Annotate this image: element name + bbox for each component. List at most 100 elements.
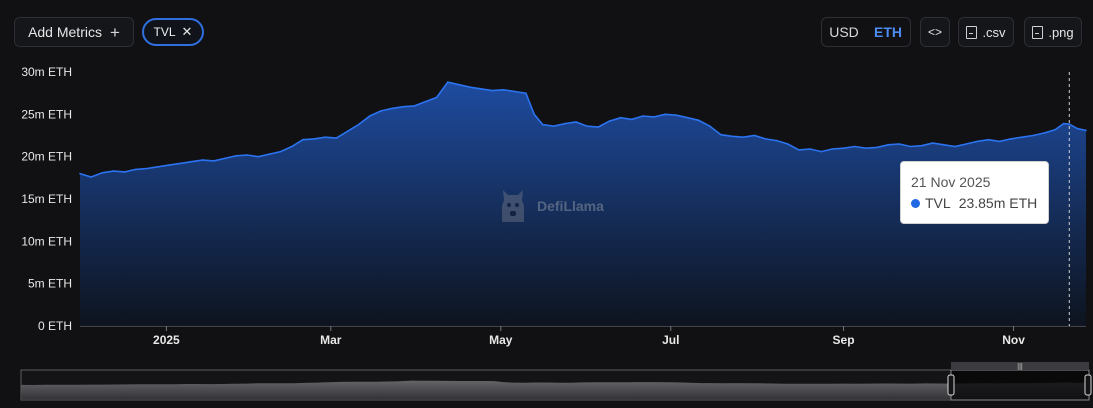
tvl-data-point <box>1043 132 1045 134</box>
currency-eth-option[interactable]: ETH <box>874 24 902 40</box>
tvl-data-point <box>675 114 678 116</box>
tvl-data-point <box>965 143 967 145</box>
tvl-data-point <box>709 125 711 127</box>
tvl-data-point <box>235 155 237 157</box>
tvl-data-point <box>820 150 823 153</box>
tvl-data-point <box>502 89 505 91</box>
png-label: .png <box>1048 24 1074 40</box>
tvl-data-point <box>853 145 856 148</box>
tvl-data-point <box>1085 129 1087 132</box>
tvl-data-point <box>597 126 600 128</box>
llama-logo-icon <box>502 190 524 222</box>
tvl-data-point <box>357 123 360 126</box>
tvl-data-point <box>976 140 979 143</box>
tvl-data-point <box>909 145 912 148</box>
tvl-data-point <box>157 166 159 168</box>
tvl-data-point <box>575 121 577 123</box>
tvl-data-point <box>146 167 148 170</box>
tvl-data-point <box>653 116 655 118</box>
tvl-data-point <box>79 172 81 175</box>
tvl-data-point <box>831 148 834 150</box>
tvl-data-point <box>302 138 304 141</box>
tvl-data-point <box>954 145 956 148</box>
tvl-data-point <box>246 154 248 156</box>
y-tick-label: 0 ETH <box>38 319 72 333</box>
currency-usd-option[interactable]: USD <box>829 24 859 40</box>
tvl-data-point <box>324 136 327 138</box>
tvl-data-point <box>998 140 1001 143</box>
range-selector-drag-bar[interactable] <box>951 362 1089 370</box>
chart-tooltip: 21 Nov 2025 TVL 23.85m ETH <box>900 161 1049 224</box>
tvl-data-point <box>346 130 349 133</box>
tvl-data-point <box>631 118 633 121</box>
csv-label: .csv <box>982 24 1006 40</box>
x-axis: 2025 Mar May Jul Sep Nov <box>80 325 1086 347</box>
tvl-data-point <box>424 100 427 103</box>
tooltip-value: 23.85m ETH <box>958 195 1038 211</box>
tvl-data-point <box>112 170 115 172</box>
plus-icon: + <box>109 22 120 42</box>
tvl-data-point <box>1032 134 1034 137</box>
tvl-data-point <box>876 146 878 149</box>
grip-icon: ||| <box>1017 364 1023 371</box>
tvl-data-point <box>190 160 193 163</box>
tvl-data-point <box>642 115 644 117</box>
range-selector[interactable]: ||| <box>20 362 1092 401</box>
download-png-button[interactable]: .png <box>1024 17 1082 47</box>
add-metrics-button[interactable]: Add Metrics + <box>14 17 134 47</box>
tvl-data-point <box>564 122 566 125</box>
file-icon <box>966 25 978 39</box>
tvl-data-point <box>391 107 393 110</box>
tvl-data-point <box>90 176 92 178</box>
tvl-data-point <box>586 125 588 127</box>
tvl-data-point <box>279 150 282 153</box>
tvl-data-point <box>809 148 811 150</box>
add-metrics-label: Add Metrics <box>28 24 102 40</box>
x-tick-label: Mar <box>320 333 342 347</box>
currency-toggle: USD ETH <box>821 17 911 47</box>
y-tick-label: 10m ETH <box>21 234 72 248</box>
tvl-data-point <box>313 138 315 140</box>
range-selector-window[interactable] <box>950 369 1090 401</box>
tvl-data-point <box>369 115 371 117</box>
tvl-metric-chip[interactable]: TVL ✕ <box>142 18 204 46</box>
embed-button[interactable]: <> <box>920 17 950 47</box>
y-tick-label: 15m ETH <box>21 192 72 206</box>
tvl-data-point <box>865 147 867 149</box>
tvl-data-point <box>798 149 800 151</box>
y-tick-label: 25m ETH <box>21 107 72 121</box>
download-csv-button[interactable]: .csv <box>958 17 1014 47</box>
y-axis: 0 ETH 5m ETH 10m ETH 15m ETH 20m ETH 25m ETH 3… <box>21 65 72 333</box>
close-icon[interactable]: ✕ <box>181 24 193 39</box>
range-handle-right[interactable] <box>1084 374 1092 396</box>
tvl-data-point <box>469 86 471 88</box>
tvl-data-point <box>224 157 226 160</box>
x-tick-label: Nov <box>1002 333 1025 347</box>
code-icon: <> <box>927 25 942 39</box>
tvl-data-point <box>413 105 416 107</box>
tvl-data-point <box>608 120 611 122</box>
tooltip-date: 21 Nov 2025 <box>911 174 991 190</box>
tvl-data-point <box>402 105 405 108</box>
tvl-data-point <box>787 143 789 145</box>
tvl-data-point <box>257 155 260 158</box>
tvl-data-point <box>291 145 293 148</box>
series-color-dot <box>911 198 920 208</box>
tvl-data-point <box>943 144 945 146</box>
tvl-data-point <box>931 142 934 144</box>
tvl-data-point <box>552 125 555 127</box>
tvl-data-point <box>1010 138 1012 140</box>
tooltip-series-row: TVL 23.85m ETH <box>911 195 1038 211</box>
tvl-data-point <box>764 138 767 140</box>
tvl-data-point <box>987 138 990 141</box>
tvl-data-point <box>123 171 126 173</box>
range-handle-left[interactable] <box>947 374 955 396</box>
tvl-data-point <box>1062 122 1065 125</box>
tvl-data-point <box>920 144 923 147</box>
y-tick-label: 5m ETH <box>28 277 72 291</box>
tvl-data-point <box>1021 136 1023 138</box>
tvl-data-point <box>435 96 438 99</box>
x-tick-label: 2025 <box>153 333 180 347</box>
